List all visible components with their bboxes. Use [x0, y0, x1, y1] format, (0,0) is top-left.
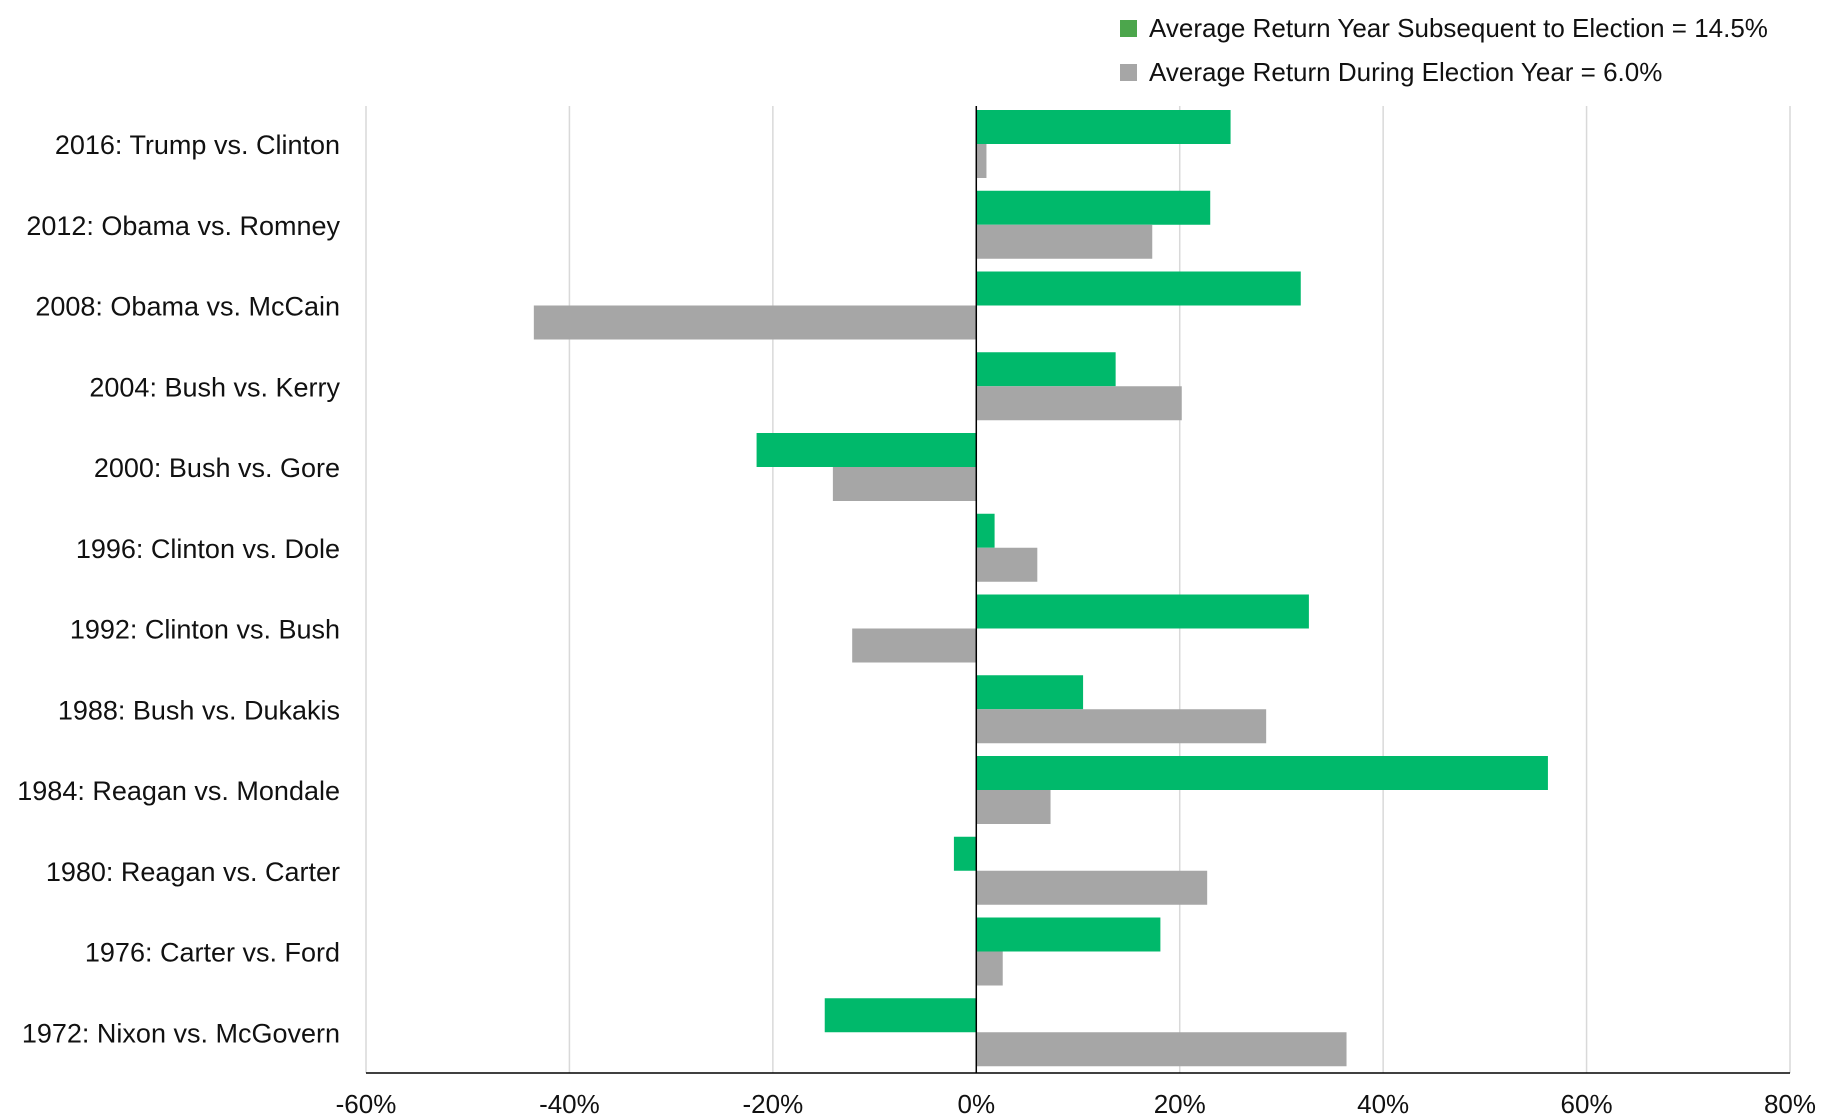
bar-election-year-8: [976, 790, 1051, 824]
bar-subsequent-year-3: [976, 352, 1116, 387]
legend-label-subsequent-year: Average Return Year Subsequent to Electi…: [1149, 12, 1768, 43]
category-label: 1984: Reagan vs. Mondale: [17, 776, 340, 806]
bar-subsequent-year-1: [976, 190, 1211, 225]
bar-election-year-6: [852, 628, 977, 663]
bar-election-year-1: [976, 224, 1153, 259]
category-label: 1996: Clinton vs. Dole: [76, 534, 340, 564]
category-label: 1980: Reagan vs. Carter: [46, 857, 340, 887]
x-tick-label: 80%: [1764, 1089, 1816, 1115]
bar-subsequent-year-5: [976, 513, 995, 548]
category-label: 1992: Clinton vs. Bush: [70, 615, 340, 645]
bar-subsequent-year-0: [976, 110, 1231, 144]
bar-election-year-7: [976, 709, 1267, 744]
bar-election-year-4: [832, 467, 977, 501]
axes: [366, 106, 1790, 1074]
category-label: 2004: Bush vs. Kerry: [89, 372, 340, 402]
category-label: 1972: Nixon vs. McGovern: [22, 1018, 340, 1048]
category-labels: 2016: Trump vs. Clinton 2012: Obama vs. R…: [17, 130, 340, 1048]
x-tick-label: -60%: [336, 1089, 397, 1115]
bar-election-year-3: [976, 386, 1182, 421]
legend: Average Return Year Subsequent to Electi…: [1120, 6, 1768, 94]
x-tick-label: 20%: [1154, 1089, 1206, 1115]
x-tick-label: 0%: [957, 1089, 995, 1115]
bars: [533, 110, 1548, 1067]
bar-subsequent-year-7: [976, 675, 1084, 710]
legend-item-election-year: Average Return During Election Year = 6.…: [1120, 50, 1768, 94]
bar-election-year-10: [976, 951, 1003, 986]
bar-election-year-9: [976, 870, 1208, 905]
bar-election-year-5: [976, 547, 1038, 582]
bar-subsequent-year-2: [976, 271, 1301, 306]
bar-subsequent-year-8: [976, 756, 1548, 790]
legend-label-election-year: Average Return During Election Year = 6.…: [1149, 56, 1663, 87]
x-tick-label: -20%: [743, 1089, 804, 1115]
bar-subsequent-year-9: [953, 836, 977, 871]
legend-swatch-gray: [1120, 63, 1137, 81]
gridlines: [365, 106, 1791, 1073]
legend-swatch-green: [1120, 19, 1137, 37]
category-label: 2000: Bush vs. Gore: [94, 453, 340, 483]
bar-election-year-2: [533, 305, 977, 340]
category-label: 2008: Obama vs. McCain: [35, 292, 340, 322]
legend-item-subsequent-year: Average Return Year Subsequent to Electi…: [1120, 6, 1768, 50]
bar-subsequent-year-6: [976, 594, 1309, 629]
category-label: 1976: Carter vs. Ford: [85, 938, 340, 968]
x-tick-label: -40%: [539, 1089, 600, 1115]
bar-subsequent-year-11: [824, 998, 977, 1033]
category-label: 2016: Trump vs. Clinton: [55, 130, 340, 160]
category-label: 2012: Obama vs. Romney: [26, 211, 340, 241]
category-label: 1988: Bush vs. Dukakis: [58, 695, 340, 725]
bar-subsequent-year-4: [756, 433, 977, 467]
x-tick-label: 40%: [1357, 1089, 1409, 1115]
x-tick-label: 60%: [1561, 1089, 1613, 1115]
bar-election-year-11: [976, 1032, 1347, 1067]
bar-election-year-0: [976, 144, 987, 178]
x-tick-labels: -60% -40% -20% 0% 20% 40% 60% 80%: [336, 1089, 1816, 1115]
bar-subsequent-year-10: [976, 917, 1161, 952]
